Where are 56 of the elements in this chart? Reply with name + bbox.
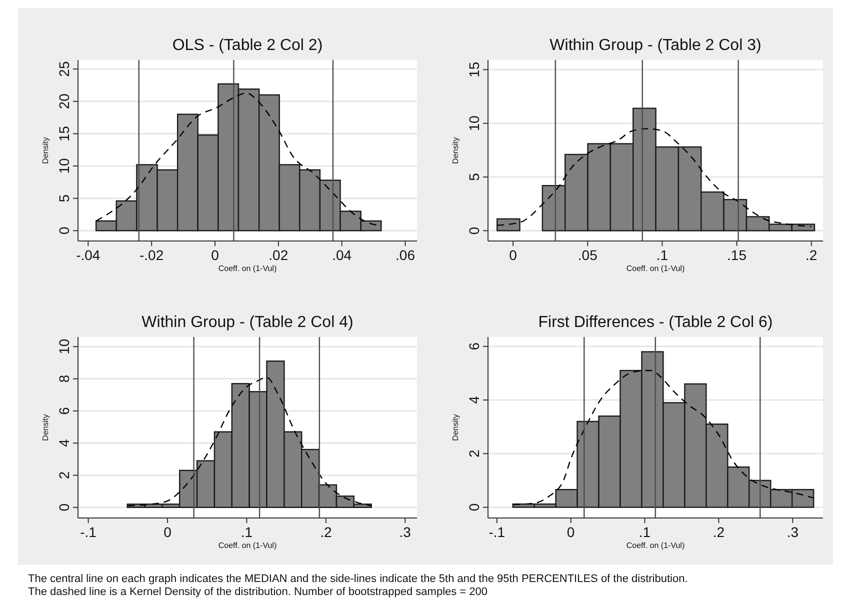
x-tick-label: -.04 — [76, 247, 100, 263]
y-tick-label: 5 — [56, 194, 72, 202]
y-tick-label: 5 — [466, 172, 482, 181]
y-tick-label: 4 — [56, 438, 72, 447]
y-tick-label: 10 — [56, 338, 72, 354]
x-tick-label: .05 — [578, 247, 598, 263]
line-series — [127, 376, 372, 506]
x-tick-label: .2 — [806, 247, 818, 263]
x-tick-label: -.1 — [488, 524, 506, 540]
x-tick-label: .3 — [786, 524, 799, 540]
y-tick-label: 2 — [466, 450, 482, 458]
x-tick-label: .02 — [268, 247, 288, 263]
chart-title: Within Group - (Table 2 Col 4) — [142, 314, 354, 331]
chart-title: First Differences - (Table 2 Col 6) — [538, 314, 773, 331]
y-tick-label: 15 — [466, 62, 482, 78]
y-tick-label: 0 — [466, 226, 482, 235]
x-axis-title: Coeff. on (1-Vul) — [626, 264, 685, 273]
y-tick-label: 0 — [56, 503, 72, 512]
x-tick-label: .06 — [396, 247, 416, 263]
y-tick-label: 25 — [56, 61, 72, 77]
y-tick-label: 0 — [56, 226, 72, 235]
y-tick-label: 8 — [56, 374, 72, 383]
y-tick-label: 10 — [56, 158, 72, 174]
x-tick-label: .15 — [727, 247, 747, 263]
x-axis-title: Coeff. on (1-Vul) — [626, 541, 685, 550]
y-tick-label: 2 — [56, 471, 72, 480]
x-tick-label: 0 — [509, 247, 518, 263]
x-tick-label: .2 — [320, 524, 332, 540]
y-tick-label: 10 — [466, 115, 482, 132]
text: The dashed line is a Kernel Density of the distribution. Number of bootstrapped samples = 200 — [28, 586, 488, 598]
x-tick-label: 0 — [211, 247, 220, 263]
y-tick-label: 6 — [466, 342, 482, 350]
x-axis-title: Coeff. on (1-Vul) — [218, 541, 277, 550]
x-tick-label: .3 — [399, 524, 412, 540]
x-tick-label: .04 — [332, 247, 352, 263]
y-tick-label: 0 — [466, 503, 482, 512]
text: The central line on each graph indicates the MEDIAN and the side-lines indicate the 5th and the 95th PERCENTILES of the distribution. — [28, 573, 688, 585]
y-axis-title: Density — [41, 414, 50, 441]
x-tick-label: 0 — [164, 524, 172, 540]
x-tick-label: 0 — [566, 524, 575, 540]
chart-title: Within Group - (Table 2 Col 3) — [550, 37, 762, 54]
y-tick-label: 15 — [56, 126, 72, 142]
chart-title: OLS - (Table 2 Col 2) — [172, 37, 323, 54]
y-axis-title: Density — [451, 137, 460, 164]
x-tick-label: .1 — [656, 247, 668, 263]
x-tick-label: .1 — [240, 524, 253, 540]
y-tick-label: 20 — [56, 93, 72, 110]
x-tick-label: -.1 — [80, 524, 97, 540]
y-axis-title: Density — [41, 137, 50, 164]
x-tick-label: .2 — [712, 524, 725, 540]
x-axis-title: Coeff. on (1-Vul) — [218, 264, 277, 273]
x-tick-label: -.02 — [140, 247, 164, 263]
y-tick-label: 4 — [466, 396, 482, 404]
y-tick-label: 6 — [56, 406, 72, 415]
y-axis-title: Density — [451, 414, 460, 441]
x-tick-label: .1 — [638, 524, 651, 540]
